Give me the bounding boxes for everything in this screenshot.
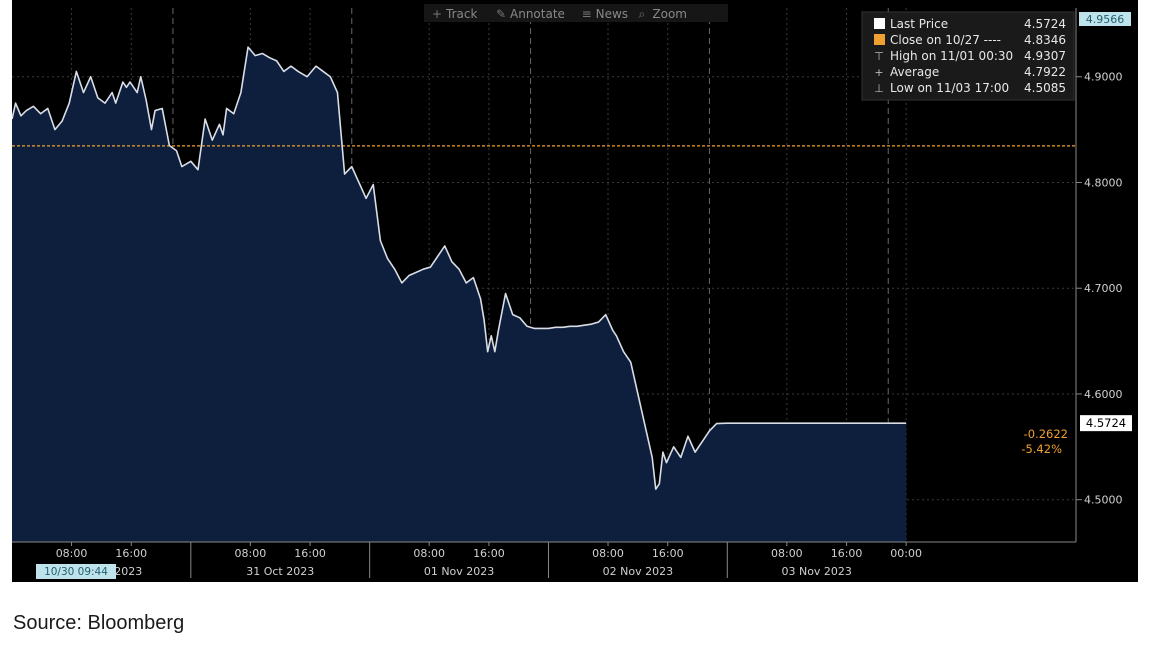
last-price-tag-box (1080, 415, 1132, 432)
magnifier-icon: ⌕ (638, 7, 645, 21)
legend-value: 4.8346 (1024, 33, 1066, 47)
y-tick-label: 4.9000 (1084, 71, 1123, 84)
y-axis: 4.9000 4.8000 4.7000 4.6000 4.5000 (1075, 8, 1123, 542)
legend-label: Low on 11/03 17:00 (890, 81, 1009, 95)
x-tick-label: 16:00 (115, 547, 147, 560)
toolbar-label: Annotate (510, 7, 565, 21)
crosshair-icon: + (432, 7, 442, 21)
x-tick-label: 16:00 (294, 547, 326, 560)
x-day-label: 03 Nov 2023 (781, 565, 851, 578)
price-tags: 4.9566 4.5724 -0.2622-5.42% (1021, 12, 1132, 456)
legend-value: 4.7922 (1024, 65, 1066, 79)
news-icon: ≡ (582, 7, 592, 21)
chart-toolbar: + Track ✎ Annotate ≡ News ⌕ Zoom (424, 4, 728, 22)
start-stamp-badge (36, 564, 116, 579)
price-chart-svg: 4.9000 4.8000 4.7000 4.6000 4.5000 08:00 16:0… (12, 0, 1138, 582)
y-tick-label: 4.8000 (1084, 176, 1123, 189)
legend-label: Last Price (890, 17, 948, 31)
toolbar-label: News (596, 7, 628, 21)
toolbar-background (424, 4, 728, 22)
y-tick-label: 4.5000 (1084, 494, 1123, 507)
legend-label: Close on 10/27 ---- (890, 33, 1001, 47)
legend-background (861, 11, 1075, 101)
price-chart: 4.9000 4.8000 4.7000 4.6000 4.5000 08:00 16:0… (12, 0, 1138, 582)
y-tick-label: 4.7000 (1084, 282, 1123, 295)
toolbar-label: Zoom (652, 7, 687, 21)
legend-box: Last Price 4.5724 Close on 10/27 ---- 4.834… (861, 11, 1075, 101)
x-day-label: 01 Nov 2023 (424, 565, 494, 578)
x-tick-label: 16:00 (831, 547, 863, 560)
x-tick-label: 16:00 (473, 547, 505, 560)
legend-glyph-icon: ⊥ (874, 82, 884, 95)
change-percent: -5.42% (1021, 442, 1062, 456)
start-stamp-label: 10/30 09:44 (44, 566, 108, 578)
legend-label: High on 11/01 00:30 (890, 49, 1013, 63)
source-note: Source: Bloomberg (13, 612, 185, 634)
x-tick-label: 08:00 (56, 547, 88, 560)
x-day-label: 2023 (114, 565, 142, 578)
legend-glyph-icon: ⊤ (874, 50, 884, 63)
x-tick-label: 08:00 (413, 547, 445, 560)
price-line (12, 46, 907, 490)
legend-value: 4.5724 (1024, 17, 1066, 31)
legend-label: Average (890, 65, 939, 79)
legend-swatch (874, 34, 885, 45)
y-tick-label: 4.6000 (1084, 388, 1123, 401)
toolbar-label: Track (445, 7, 477, 21)
x-tick-label: 00:00 (890, 547, 922, 560)
price-area (12, 47, 907, 542)
legend-value: 4.5085 (1024, 81, 1066, 95)
change-absolute: -0.2622 (1024, 427, 1068, 441)
x-day-label: 31 Oct 2023 (246, 565, 314, 578)
x-tick-label: 08:00 (771, 547, 803, 560)
x-axis: 08:00 16:00 08:00 16:00 08:00 16:00 08:00 16:00… (12, 541, 1076, 579)
top-right-badge (1079, 12, 1131, 26)
last-price-tag-value: 4.5724 (1086, 416, 1126, 430)
legend-value: 4.9307 (1024, 49, 1066, 63)
x-tick-label: 08:00 (592, 547, 624, 560)
pencil-icon: ✎ (496, 7, 506, 21)
legend-glyph-icon: + (874, 66, 883, 79)
price-line-path (12, 46, 907, 490)
x-day-label: 02 Nov 2023 (603, 565, 673, 578)
x-tick-label: 08:00 (235, 547, 267, 560)
legend-swatch (874, 18, 885, 29)
top-right-value: 4.9566 (1086, 13, 1125, 26)
price-area-fill (12, 47, 907, 542)
x-tick-label: 16:00 (652, 547, 684, 560)
